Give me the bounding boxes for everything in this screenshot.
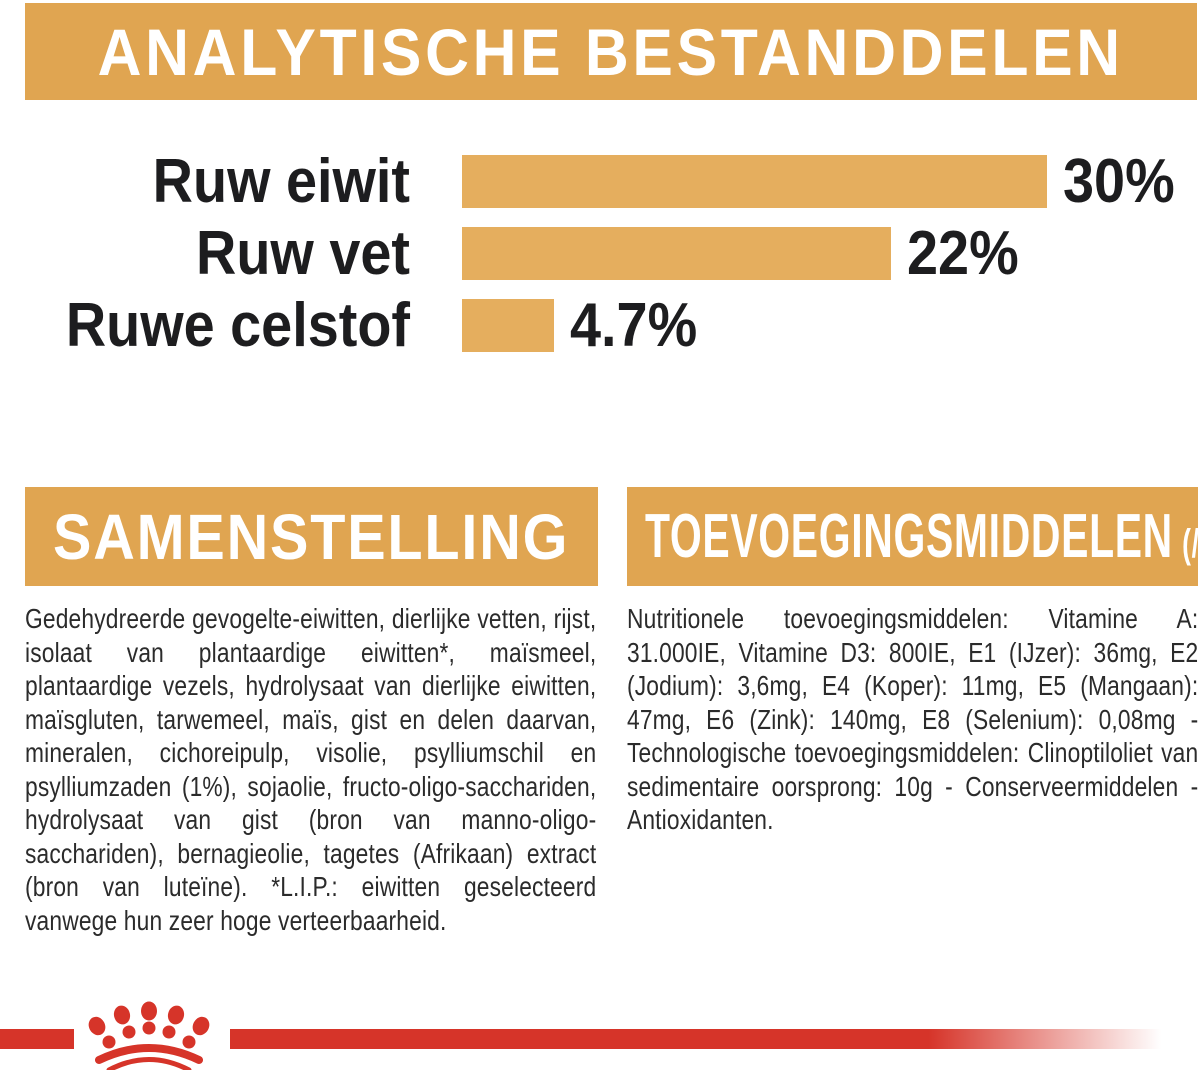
composition-body: Gedehydreerde gevogelte-eiwitten, dierli…	[25, 603, 597, 936]
analytical-header-title: ANALYTISCHE BESTANDDELEN	[97, 14, 1125, 89]
chart-category-label: Ruw vet	[196, 219, 410, 288]
additives-title-wrap: TOEVOEGINGSMIDDELEN (/kg)	[645, 501, 1198, 572]
additives-title: TOEVOEGINGSMIDDELEN	[645, 502, 1173, 571]
analytical-header-banner: ANALYTISCHE BESTANDDELEN	[25, 3, 1197, 100]
chart-category-label: Ruwe celstof	[65, 291, 410, 360]
chart-bar	[462, 299, 554, 352]
analytical-bar-chart: Ruw eiwit 30% Ruw vet 22% Ruwe celstof 4.7%	[0, 147, 1200, 371]
chart-bar	[462, 227, 891, 280]
composition-header-banner: SAMENSTELLING	[25, 487, 598, 586]
chart-row: Ruwe celstof 4.7%	[0, 291, 1200, 360]
brand-band-right	[230, 1029, 1200, 1049]
chart-row: Ruw eiwit 30%	[0, 147, 1200, 216]
chart-value-label: 4.7%	[570, 291, 698, 360]
chart-row: Ruw vet 22%	[0, 219, 1200, 288]
chart-value-label: 22%	[907, 219, 1019, 288]
additives-header-banner: TOEVOEGINGSMIDDELEN (/kg)	[627, 487, 1198, 586]
chart-bar	[462, 155, 1047, 208]
additives-title-unit: (/kg)	[1182, 522, 1198, 566]
royal-canin-crown-logo	[88, 1001, 210, 1070]
composition-title: SAMENSTELLING	[53, 500, 570, 573]
brand-band-left	[0, 1029, 74, 1049]
chart-value-label: 30%	[1063, 147, 1175, 216]
chart-category-label: Ruw eiwit	[152, 147, 410, 216]
additives-body: Nutritionele toevoegingsmiddelen: Vitami…	[627, 603, 1199, 835]
